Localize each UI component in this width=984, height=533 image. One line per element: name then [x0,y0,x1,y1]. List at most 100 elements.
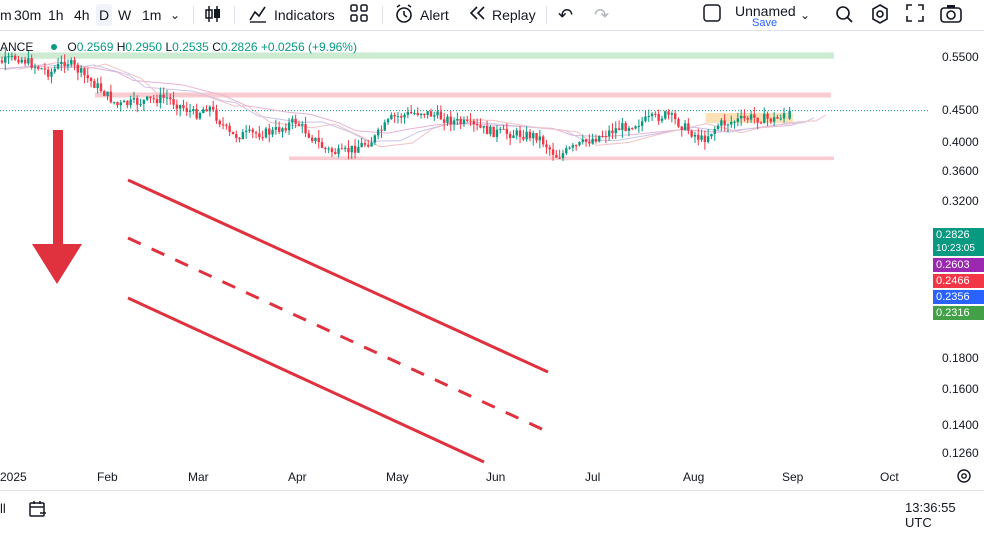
layouts-grid-icon[interactable] [350,4,368,26]
candle-body [30,58,33,68]
quick-search-icon[interactable] [834,4,854,26]
candle-body [607,130,611,137]
range-button[interactable]: ll [0,501,6,516]
candle-body [469,120,472,122]
candle-body [165,97,169,99]
candle-body [479,125,482,128]
time-tick: May [386,470,409,484]
fullscreen-icon[interactable] [906,4,924,26]
divider [546,6,547,24]
candle-body [195,108,198,119]
interval-w[interactable]: W [118,7,132,23]
candle-body [350,145,353,153]
candle-body [202,109,205,114]
candle-body [353,145,357,153]
candle-body [317,137,320,143]
bottom-toolbar: ll [0,490,984,533]
time-tick: Sep [782,470,804,484]
alert-button[interactable]: Alert [420,7,449,23]
candle-body [604,136,608,138]
utc-clock[interactable]: 13:36:55 UTC [905,500,956,530]
candle-body [594,138,598,142]
candle-body [499,128,502,130]
candle-body [650,113,654,116]
candle-body [126,100,129,106]
candle-body [400,116,403,118]
candle-body [106,91,109,96]
candle-body [518,130,522,138]
candle-body [324,147,327,149]
candle-body [56,64,60,69]
candle-body [149,96,152,99]
candle-body [446,116,449,123]
candle-body [380,129,383,131]
candle-body [343,147,347,149]
chevron-down-icon[interactable]: ⌄ [170,8,181,22]
price-tick: 0.5500 [942,50,979,64]
candle-body [175,104,179,109]
replay-button[interactable]: Replay [492,7,536,23]
ma-tag-red: 0.2466 [933,274,984,288]
candle-body [528,131,532,139]
redo-icon[interactable]: ↷ [594,5,610,25]
candle-body [776,117,779,119]
candle-body [301,124,304,126]
candle-body [700,135,703,140]
save-label[interactable]: Save [752,17,778,29]
candle-body [205,109,208,112]
candle-body [254,132,258,134]
axis-settings-gear-icon[interactable] [956,468,972,489]
interval-1h[interactable]: 1h [48,7,64,23]
candle-body [182,105,185,109]
interval-30m[interactable]: 30m [14,7,42,23]
last-candle-body [788,110,791,119]
candle-body [155,98,159,104]
candle-body [40,68,43,70]
interval-m[interactable]: m [0,7,12,23]
price-tick: 0.1800 [942,351,979,365]
indicators-button[interactable]: Indicators [274,7,335,23]
candle-body [667,111,670,115]
candle-body [406,111,410,115]
candle-body [578,141,581,146]
channel-lower-trendline [127,296,485,464]
candle-body [86,75,89,79]
candle-body [27,58,30,64]
interval-d[interactable]: D [96,4,113,26]
indicators-icon[interactable] [248,4,268,26]
layout-chevron-down-icon[interactable]: ⌄ [800,8,811,22]
candle-body [439,111,443,120]
price-chart[interactable] [0,32,930,464]
candle-body [472,120,476,125]
candle-type-icon[interactable] [204,4,222,26]
interval-4h[interactable]: 4h [74,7,90,23]
candle-body [617,128,621,131]
date-range-calendar-icon[interactable] [28,499,48,524]
candle-body [482,125,485,128]
snapshot-camera-icon[interactable] [940,4,962,26]
layout-checkbox-icon[interactable] [703,4,721,26]
candle-body [495,129,499,138]
candle-body [730,121,733,125]
interval-1m[interactable]: 1m [142,7,162,23]
undo-icon[interactable]: ↶ [558,5,574,25]
candle-body [759,122,763,124]
candle-body [112,102,116,104]
candle-body [535,133,538,141]
resistance-zone-top [0,52,834,59]
symbol-name[interactable]: ANCE [0,40,34,54]
high-value: 0.2950 [125,40,163,54]
candle-body [238,137,241,140]
replay-icon[interactable] [468,4,486,26]
candle-body [363,143,367,145]
candle-body [763,113,766,124]
high-label: H [116,40,126,54]
layout-name[interactable]: Unnamed [735,3,796,19]
settings-gear-icon[interactable] [870,4,890,26]
candle-body [631,128,634,130]
candle-body [46,69,50,77]
candle-body [459,118,462,124]
candle-body [231,131,235,135]
alert-clock-icon[interactable] [394,4,414,26]
moving-average-line [0,65,802,138]
